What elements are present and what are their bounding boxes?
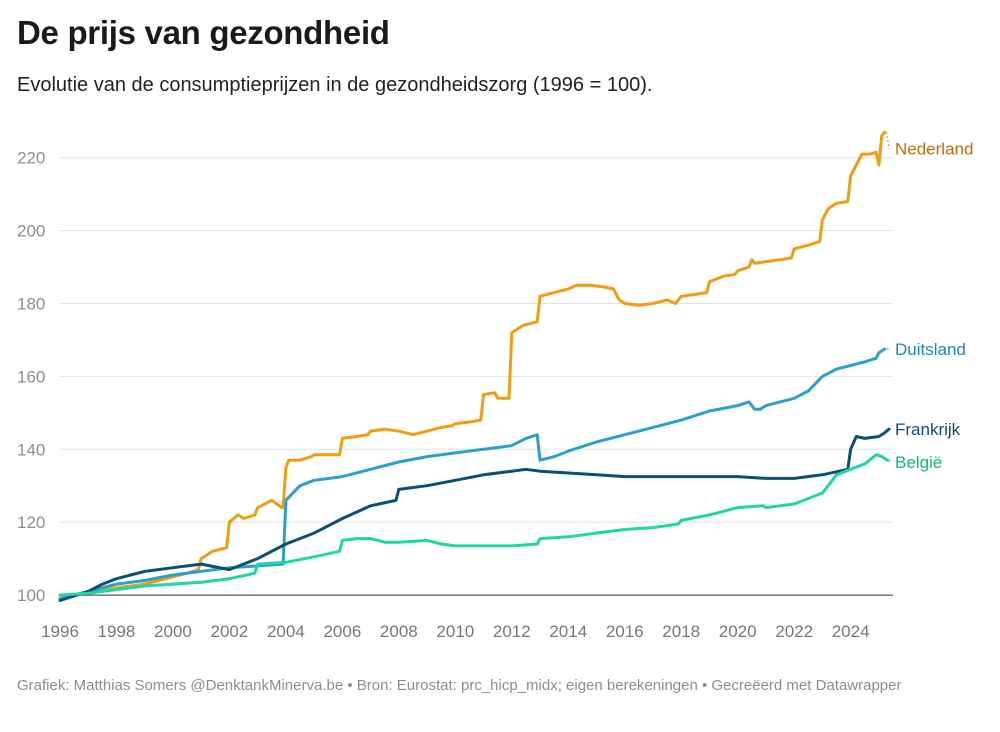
x-tick-label: 1996 — [41, 622, 79, 641]
series-lines — [58, 130, 891, 602]
series-line-frankrijk — [58, 427, 891, 602]
y-tick-label: 160 — [17, 367, 45, 386]
x-tick-label: 2018 — [662, 622, 700, 641]
x-tick-label: 2020 — [719, 622, 757, 641]
x-tick-label: 2000 — [154, 622, 192, 641]
series-line-nederland — [58, 130, 886, 601]
series-label-frankrijk: Frankrijk — [895, 420, 961, 439]
x-tick-label: 2014 — [549, 622, 587, 641]
y-tick-label: 100 — [17, 586, 45, 605]
series-labels: Nederland Duitsland Frankrijk België — [885, 132, 973, 472]
y-axis-ticks: 100 120 140 160 180 200 220 — [17, 149, 45, 605]
y-tick-label: 120 — [17, 513, 45, 532]
series-label-nederland: Nederland — [895, 140, 973, 159]
x-axis-ticks: 1996 1998 2000 2002 2004 2006 2008 2010 2012 2014… — [41, 622, 869, 641]
y-tick-label: 180 — [17, 295, 45, 314]
chart-title: De prijs van gezondheid — [17, 14, 390, 51]
x-tick-label: 2024 — [832, 622, 870, 641]
grid-lines — [60, 157, 893, 596]
y-tick-label: 200 — [17, 222, 45, 241]
x-tick-label: 2022 — [775, 622, 813, 641]
series-line-duitsland — [58, 347, 886, 601]
x-tick-label: 2006 — [323, 622, 361, 641]
line-chart: 100 120 140 160 180 200 220 1996 1998 2000 2002 20… — [17, 130, 973, 641]
series-label-belgië: België — [895, 453, 942, 472]
x-tick-label: 2010 — [436, 622, 474, 641]
x-tick-label: 2016 — [606, 622, 644, 641]
x-tick-label: 2012 — [493, 622, 531, 641]
y-tick-label: 220 — [17, 149, 45, 168]
series-label-connector — [885, 132, 890, 149]
x-tick-label: 2002 — [211, 622, 249, 641]
chart-credit: Grafiek: Matthias Somers @DenktankMinerv… — [17, 677, 902, 694]
y-tick-label: 140 — [17, 440, 45, 459]
chart-subtitle: Evolutie van de consumptieprijzen in de … — [17, 74, 653, 96]
x-tick-label: 2008 — [380, 622, 418, 641]
series-label-duitsland: Duitsland — [895, 340, 966, 359]
x-tick-label: 2004 — [267, 622, 305, 641]
x-tick-label: 1998 — [98, 622, 136, 641]
series-line-belgië — [58, 453, 889, 597]
